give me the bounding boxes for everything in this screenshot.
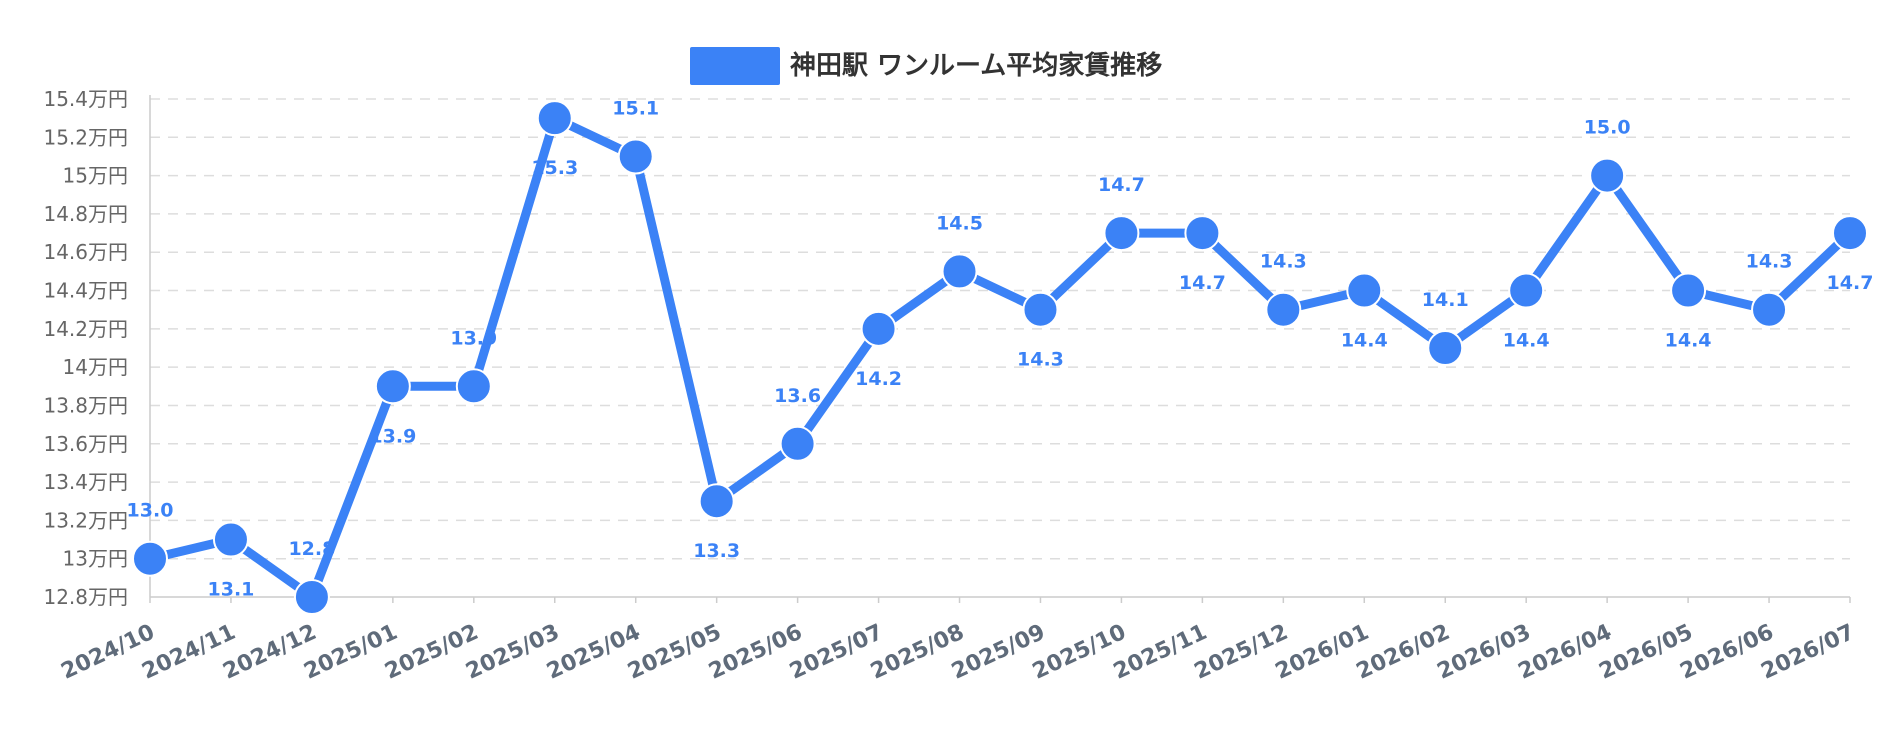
x-tick-label: 2026/07 bbox=[1757, 620, 1858, 685]
data-point[interactable] bbox=[698, 483, 735, 520]
series-line-group bbox=[145, 113, 1855, 602]
legend[interactable]: 神田駅 ワンルーム平均家賃推移 bbox=[690, 47, 1162, 85]
y-tick-label: 13.2万円 bbox=[43, 508, 128, 532]
data-label: 14.7 bbox=[1098, 174, 1145, 196]
data-label: 13.3 bbox=[693, 540, 740, 562]
y-tick-label: 14.8万円 bbox=[43, 202, 128, 226]
data-point[interactable] bbox=[1022, 291, 1059, 328]
data-point[interactable] bbox=[1265, 291, 1302, 328]
data-label: 13.1 bbox=[208, 579, 255, 601]
data-point[interactable] bbox=[1670, 272, 1707, 309]
data-point[interactable] bbox=[1589, 157, 1626, 194]
data-point[interactable] bbox=[1751, 291, 1788, 328]
data-label: 14.3 bbox=[1746, 251, 1793, 273]
data-labels: 13.0 13.1 12.8 13.9 13.9 15.3 15.1 13.3 13.6 14.2… bbox=[127, 97, 1874, 600]
y-tick-label: 15.2万円 bbox=[43, 125, 128, 149]
data-label: 12.8 bbox=[288, 538, 335, 560]
data-label: 14.5 bbox=[936, 212, 983, 234]
data-point[interactable] bbox=[779, 425, 816, 462]
data-label: 15.1 bbox=[612, 97, 659, 119]
data-label: 15.3 bbox=[531, 157, 578, 179]
data-label: 13.9 bbox=[369, 425, 416, 447]
data-label: 13.9 bbox=[450, 327, 497, 349]
data-point[interactable] bbox=[1346, 272, 1383, 309]
data-label: 14.2 bbox=[855, 368, 902, 390]
y-tick-label: 13.4万円 bbox=[43, 470, 128, 494]
data-point[interactable] bbox=[293, 579, 330, 615]
data-point[interactable] bbox=[860, 310, 897, 347]
data-point[interactable] bbox=[617, 138, 654, 175]
axes bbox=[149, 95, 1850, 598]
data-label: 14.3 bbox=[1260, 251, 1307, 273]
data-point[interactable] bbox=[1184, 215, 1221, 252]
data-point[interactable] bbox=[374, 368, 411, 405]
data-point[interactable] bbox=[536, 100, 573, 137]
data-point[interactable] bbox=[941, 253, 978, 290]
data-point[interactable] bbox=[1832, 215, 1868, 252]
x-axis-ticks: 2024/102024/112024/122025/012025/022025/… bbox=[57, 597, 1859, 685]
y-tick-label: 13.8万円 bbox=[43, 393, 128, 417]
y-tick-label: 14万円 bbox=[63, 355, 128, 379]
data-points bbox=[132, 100, 1868, 615]
data-label: 14.3 bbox=[1017, 349, 1064, 371]
y-tick-label: 14.4万円 bbox=[43, 279, 128, 303]
y-tick-label: 14.2万円 bbox=[43, 317, 128, 341]
data-point[interactable] bbox=[1103, 215, 1140, 252]
data-label: 14.4 bbox=[1665, 330, 1712, 352]
data-label: 14.4 bbox=[1341, 330, 1388, 352]
data-point[interactable] bbox=[1427, 330, 1464, 366]
series-line bbox=[145, 113, 1855, 602]
data-label: 13.6 bbox=[774, 385, 821, 407]
data-point[interactable] bbox=[455, 368, 492, 405]
data-label: 14.7 bbox=[1827, 272, 1874, 294]
data-point[interactable] bbox=[212, 521, 249, 558]
y-tick-label: 15万円 bbox=[63, 164, 128, 188]
data-label: 13.0 bbox=[127, 500, 174, 522]
y-tick-label: 15.4万円 bbox=[43, 87, 128, 111]
y-tick-label: 13万円 bbox=[63, 547, 128, 571]
legend-swatch bbox=[690, 47, 780, 85]
data-point[interactable] bbox=[1508, 272, 1545, 309]
data-label: 14.7 bbox=[1179, 272, 1226, 294]
legend-label: 神田駅 ワンルーム平均家賃推移 bbox=[790, 50, 1162, 81]
y-axis-ticks: 12.8万円 13万円 13.2万円 13.4万円 13.6万円 13.8万円 14万円 14… bbox=[43, 87, 128, 609]
y-tick-label: 12.8万円 bbox=[43, 585, 128, 609]
y-tick-label: 14.6万円 bbox=[43, 240, 128, 264]
data-point[interactable] bbox=[132, 540, 168, 577]
data-label: 15.0 bbox=[1584, 117, 1631, 139]
y-tick-label: 13.6万円 bbox=[43, 432, 128, 456]
data-label: 14.1 bbox=[1422, 289, 1469, 311]
data-label: 14.4 bbox=[1503, 330, 1550, 352]
